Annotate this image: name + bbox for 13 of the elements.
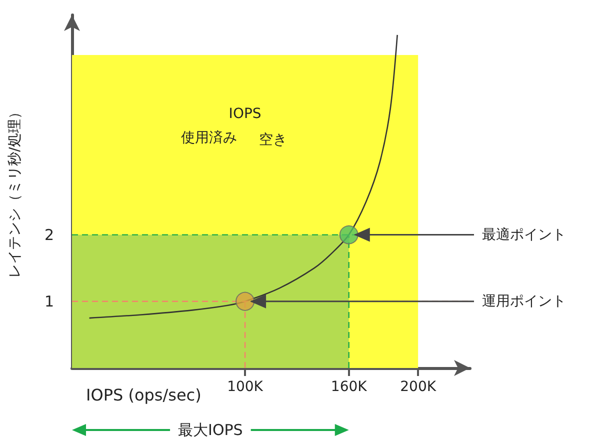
- x-axis-title: IOPS (ops/sec): [86, 386, 202, 404]
- annotation: 使用済み: [181, 130, 238, 146]
- x-tick-label: 160K: [330, 379, 368, 395]
- annotation: 運用ポイント: [482, 293, 566, 310]
- annotation: IOPS: [228, 106, 262, 122]
- annotation: 空き: [259, 132, 288, 148]
- x-tick-label: 100K: [227, 379, 264, 395]
- y-tick-label: 1: [44, 292, 54, 310]
- y-tick-label: 2: [44, 226, 54, 244]
- y-axis-title: レイテンシ（ミリ秒/処理）: [7, 105, 23, 278]
- text: 最大IOPS: [178, 421, 243, 438]
- annotation: 最適ポイント: [482, 226, 566, 243]
- x-tick-label: 200K: [400, 379, 437, 395]
